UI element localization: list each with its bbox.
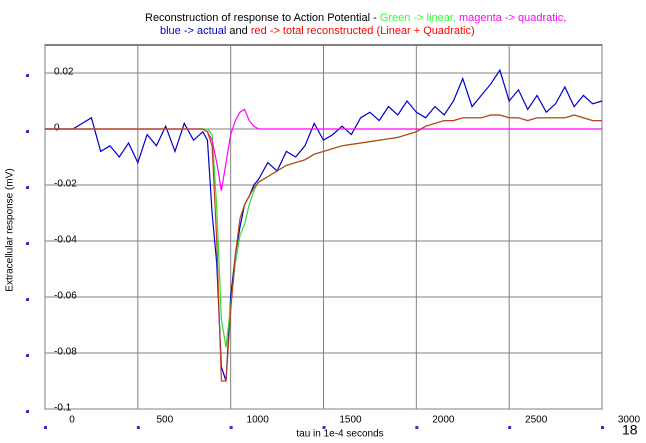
y-tick-label: -0.1 xyxy=(54,403,72,414)
x-tick-label: 3000 xyxy=(618,415,641,426)
series-line xyxy=(45,68,603,382)
y-tick-mark xyxy=(26,74,29,77)
x-tick-mark xyxy=(415,426,419,429)
y-tick-label: -0.04 xyxy=(54,235,77,246)
x-tick-label: 500 xyxy=(156,415,173,426)
series-line xyxy=(45,114,602,382)
x-tick-label: 1500 xyxy=(339,415,362,426)
x-tick-label: 0 xyxy=(69,415,75,426)
title-segment: Reconstruction of response to Action Pot… xyxy=(145,12,380,24)
title-segment: blue -> actual xyxy=(160,25,226,37)
y-tick-mark xyxy=(26,130,29,133)
chart-title: Reconstruction of response to Action Pot… xyxy=(145,12,566,24)
x-tick-label: 2000 xyxy=(432,415,455,426)
y-tick-mark xyxy=(26,298,29,301)
y-tick-mark xyxy=(26,186,29,189)
y-tick-label: 0 xyxy=(54,123,60,134)
y-tick-label: 0.02 xyxy=(54,67,74,78)
y-tick-label: -0.08 xyxy=(54,347,77,358)
y-tick-mark xyxy=(26,354,29,357)
title-segment: and xyxy=(226,25,250,37)
x-tick-mark xyxy=(601,426,604,429)
page-number: 18 xyxy=(622,422,638,438)
x-tick-mark xyxy=(136,426,140,429)
x-axis-label: tau in 1e-4 seconds xyxy=(296,429,383,440)
x-tick-mark xyxy=(44,426,47,429)
x-tick-label: 2500 xyxy=(525,415,548,426)
title-segment: red -> total reconstructed (Linear + Qua… xyxy=(251,25,475,37)
y-axis-label: Extracellular response (mV) xyxy=(5,168,16,291)
x-tick-mark xyxy=(508,426,512,429)
y-tick-mark xyxy=(26,410,29,413)
y-tick-mark xyxy=(26,242,29,245)
y-tick-label: -0.02 xyxy=(54,179,77,190)
x-tick-label: 1000 xyxy=(247,415,270,426)
x-tick-mark xyxy=(322,426,326,429)
x-tick-mark xyxy=(229,426,233,429)
title-segment: Green -> linear, xyxy=(380,12,456,24)
title-segment: magenta -> quadratic, xyxy=(456,12,566,24)
chart-title: blue -> actual and red -> total reconstr… xyxy=(160,25,475,37)
y-tick-label: -0.06 xyxy=(54,291,77,302)
